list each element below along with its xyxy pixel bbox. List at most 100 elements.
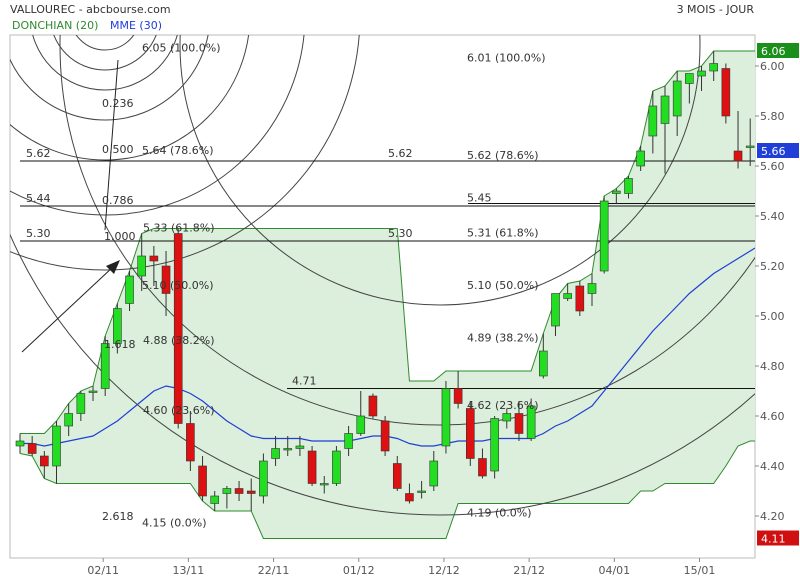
fib-label-left: 4.15 (0.0%): [142, 517, 207, 530]
y-tick-label: 4.20: [760, 510, 785, 523]
level-label-left: 5.44: [26, 192, 51, 205]
candle-body: [502, 413, 512, 422]
level-label-mid: 5.62: [388, 147, 413, 160]
candle-body: [64, 413, 73, 427]
candle-body: [672, 80, 682, 117]
fib-arc-left: [10, 35, 360, 271]
donchian-channel-fill: [20, 51, 755, 539]
candle-body: [100, 343, 110, 389]
candle-body: [733, 150, 743, 162]
fan-ratio-label: 0.500: [102, 143, 134, 156]
candle-body: [332, 450, 341, 484]
x-tick-label: 21/12: [513, 564, 545, 577]
legend-mme: MME (30): [110, 19, 162, 32]
candle-body: [307, 450, 317, 484]
candle-body: [417, 490, 426, 493]
candle-body: [40, 455, 49, 467]
clipped-layer: [10, 35, 755, 539]
candle-body: [113, 308, 122, 344]
candle-body: [612, 190, 621, 194]
fib-arc-left: [75, 35, 135, 51]
y-tick-label: 4.60: [760, 410, 785, 423]
fib-label-right: 5.31 (61.8%): [467, 227, 539, 240]
fib-label-left: 5.10 (50.0%): [142, 279, 214, 292]
candle-body: [392, 463, 402, 489]
fan-ratio-label: 2.618: [102, 510, 134, 523]
y-tick-label: 4.40: [760, 460, 785, 473]
badge-high-bg: [757, 43, 799, 58]
candle-body: [173, 233, 183, 424]
candle-body: [76, 393, 86, 414]
candle-body: [88, 390, 98, 393]
candle-body: [697, 70, 706, 77]
candle-body: [186, 423, 195, 462]
candle-body: [599, 200, 609, 272]
badge-low: 4.11: [761, 533, 786, 546]
fan-ratio-label: 0.786: [102, 194, 134, 207]
candle-body: [356, 415, 366, 434]
candle-body: [745, 145, 755, 148]
level-label: 4.71: [292, 375, 317, 388]
x-tick-label: 02/11: [87, 564, 119, 577]
y-tick-label: 5.00: [760, 310, 785, 323]
fan-ratio-label: 0.236: [102, 97, 134, 110]
fib-arc-left: [53, 35, 157, 71]
badge-last: 5.66: [761, 145, 786, 158]
arrow-head: [106, 260, 120, 274]
fib-arc-left: [32, 35, 178, 91]
fib-label-right: 5.45: [467, 192, 492, 205]
y-tick-label: 6.00: [760, 60, 785, 73]
y-tick-label: 4.80: [760, 360, 785, 373]
candle-body: [198, 465, 207, 497]
badge-high: 6.06: [761, 45, 786, 58]
candle-body: [234, 488, 244, 494]
candle-body: [344, 433, 353, 449]
candle-body: [526, 405, 536, 439]
level-label-left: 5.62: [26, 147, 51, 160]
fib-label-right: 5.62 (78.6%): [467, 149, 539, 162]
candle-body: [551, 293, 560, 327]
level-label-mid: 5.30: [388, 227, 413, 240]
candle-body: [624, 178, 633, 194]
chart-title: VALLOUREC - abcbourse.com: [10, 3, 171, 16]
fib-arc-right: [59, 35, 755, 426]
fib-label-left: 4.88 (38.2%): [143, 334, 215, 347]
candle-body: [15, 440, 25, 447]
candle-body: [161, 265, 171, 294]
candle-body: [429, 460, 439, 487]
ema-line: [20, 247, 755, 447]
fib-arc-left: [10, 35, 209, 121]
candle-body: [441, 388, 451, 447]
candle-body: [210, 495, 220, 504]
x-tick-label: 01/12: [343, 564, 375, 577]
trend-line: [104, 59, 119, 231]
fib-label-left: 5.33 (61.8%): [143, 222, 215, 235]
fib-arc-right: [10, 233, 755, 516]
candle-body: [465, 408, 475, 459]
candle-body: [259, 460, 268, 497]
fib-label-right: 4.62 (23.6%): [467, 399, 539, 412]
badge-last-bg: [757, 143, 799, 158]
candle-body: [490, 418, 499, 472]
fib-arc-left: [10, 35, 250, 161]
candle-body: [575, 285, 585, 312]
candle-body: [149, 255, 159, 262]
y-tick-label: 5.80: [760, 110, 785, 123]
fib-label-right: 4.19 (0.0%): [467, 507, 532, 520]
candle-body: [648, 105, 658, 137]
candle-body: [405, 493, 414, 502]
chart-period: 3 MOIS - JOUR: [677, 3, 755, 16]
candle-body: [52, 425, 61, 467]
candle-body: [563, 293, 572, 299]
fib-label-right: 5.10 (50.0%): [467, 279, 539, 292]
candle-body: [125, 275, 134, 304]
donchian-lower-line: [19, 440, 755, 539]
x-tick-label: 04/01: [598, 564, 630, 577]
candle-body: [271, 448, 280, 459]
candle-body: [587, 283, 597, 294]
fib-label-right: 4.89 (38.2%): [467, 332, 539, 345]
candle-body: [319, 483, 329, 486]
candle-body: [368, 395, 378, 417]
